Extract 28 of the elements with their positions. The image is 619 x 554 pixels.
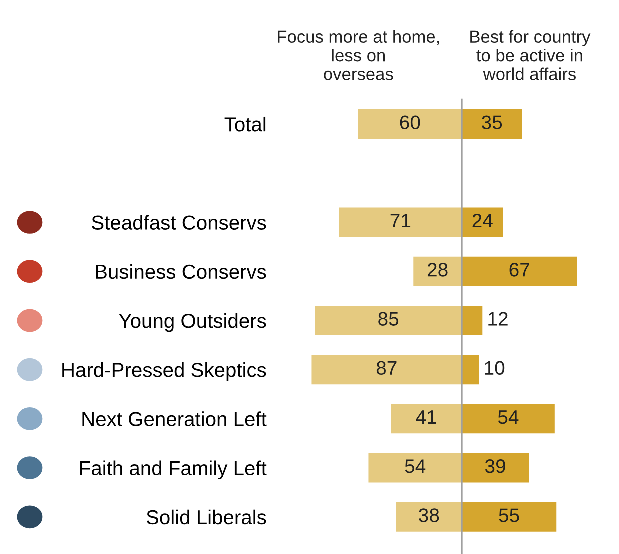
data-label: 55	[499, 508, 520, 522]
data-label: 24	[472, 214, 493, 228]
y-tick-label: Faith and Family Left	[80, 460, 267, 480]
data-label: 54	[498, 410, 519, 424]
y-tick-label: Solid Liberals	[146, 510, 266, 525]
bar	[462, 355, 480, 385]
chart-title: Best for country to be active in world affairs	[470, 30, 591, 80]
data-label: 12	[488, 312, 508, 326]
data-label: 35	[482, 116, 502, 130]
data-label: 28	[428, 263, 448, 277]
data-label: 39	[485, 460, 506, 474]
data-label: 54	[405, 460, 426, 474]
data-label: 85	[378, 312, 399, 326]
data-label: 71	[390, 214, 411, 228]
chart-title: Focus more at home, less on overseas	[278, 30, 440, 80]
y-tick-label: Business Conservs	[96, 264, 266, 280]
data-label: 41	[416, 410, 436, 424]
y-tick-label: Next Generation Left	[82, 412, 267, 426]
y-tick-label: Steadfast Conservs	[92, 215, 266, 230]
data-label: 38	[419, 508, 440, 522]
bar	[462, 306, 483, 336]
y-tick-label: Total	[224, 116, 266, 132]
data-label: 67	[510, 263, 530, 277]
y-tick-label: Hard-Pressed Skeptics	[62, 362, 266, 382]
y-tick-label: Young Outsiders	[119, 313, 266, 332]
data-label: 10	[485, 361, 505, 376]
data-label: 60	[400, 116, 420, 130]
data-label: 87	[376, 361, 397, 376]
